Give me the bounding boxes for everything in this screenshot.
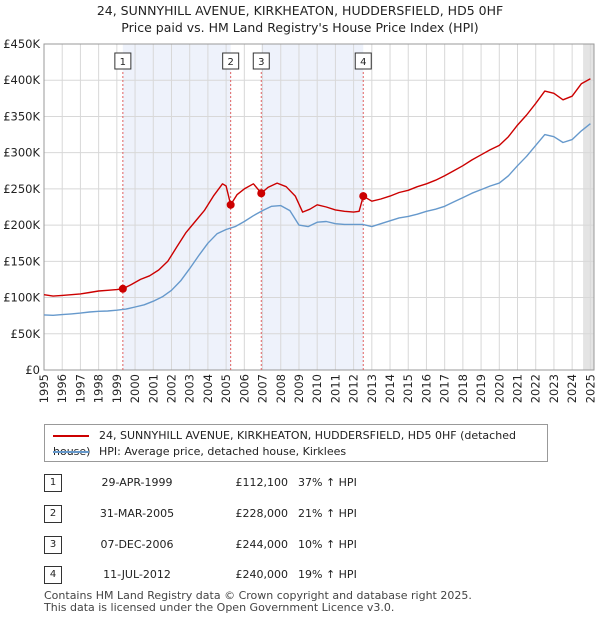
x-tick-label: 2015 [401, 374, 415, 403]
sale-marker-box [354, 52, 372, 70]
x-tick-label: 2000 [128, 374, 142, 403]
x-tick-label: 2020 [492, 374, 506, 403]
transaction-price: £228,000 [235, 507, 289, 520]
y-tick-label: £100K [3, 291, 40, 305]
transaction-number: 3 [44, 536, 62, 554]
y-tick-label: £400K [3, 73, 40, 87]
transaction-date: 29-APR-1999 [101, 476, 173, 489]
legend-swatch-property [53, 435, 89, 437]
x-tick-label: 1995 [37, 374, 51, 403]
price-chart: £0 £50K £100K £150K £200K £250K £300K £350K £400… [3, 37, 597, 403]
x-tick-label: 2024 [565, 374, 579, 403]
hpi-line [43, 123, 591, 316]
x-tick-label: 2013 [365, 374, 379, 403]
x-tick-label: 2006 [237, 374, 251, 403]
legend-label-hpi: HPI: Average price, detached house, Kirk… [99, 445, 347, 458]
x-tick-label: 2023 [547, 374, 561, 403]
sale-marker-box [114, 52, 132, 70]
x-tick-label: 1996 [55, 374, 69, 403]
y-tick-label: £300K [3, 146, 40, 160]
property-price-line [43, 78, 591, 297]
y-tick-label: £50K [11, 327, 41, 341]
x-tick-label: 2003 [183, 374, 197, 403]
x-tick-label: 2017 [438, 374, 452, 403]
transaction-hpi: 19% ↑ HPI [298, 568, 357, 581]
y-tick-label: £150K [3, 254, 40, 268]
x-tick-label: 1999 [110, 374, 124, 403]
legend-swatch-hpi [53, 451, 89, 453]
x-tick-label: 2025 [583, 374, 597, 403]
chart-legend: 24, SUNNYHILL AVENUE, KIRKHEATON, HUDDER… [44, 424, 548, 462]
x-tick-label: 2021 [511, 374, 525, 403]
transaction-date: 07-DEC-2006 [100, 538, 174, 551]
transaction-price: £240,000 [235, 568, 289, 581]
x-tick-label: 2001 [146, 374, 160, 403]
sale-marker-box [222, 52, 240, 70]
sale-marker-number: 4 [360, 57, 366, 68]
sale-marker-number: 2 [227, 57, 233, 68]
plot-frame [43, 43, 595, 371]
transaction-hpi: 10% ↑ HPI [298, 538, 357, 551]
footer-attribution: Contains HM Land Registry data © Crown c… [44, 590, 472, 614]
transaction-date: 31-MAR-2005 [99, 507, 175, 520]
x-tick-label: 2019 [474, 374, 488, 403]
x-tick-label: 2016 [419, 374, 433, 403]
x-tick-label: 2007 [256, 374, 270, 403]
x-tick-label: 2012 [347, 374, 361, 403]
transaction-number: 2 [44, 505, 62, 523]
x-tick-label: 1998 [92, 374, 106, 403]
transaction-hpi: 37% ↑ HPI [298, 476, 357, 489]
sale-marker-number: 1 [120, 57, 126, 68]
sale-point [226, 200, 235, 209]
chart-title: 24, SUNNYHILL AVENUE, KIRKHEATON, HUDDER… [0, 2, 600, 36]
x-tick-label: 2002 [164, 374, 178, 403]
sale-marker-number: 3 [258, 57, 264, 68]
x-tick-label: 2018 [456, 374, 470, 403]
x-tick-label: 2004 [201, 374, 215, 403]
y-tick-label: £350K [3, 109, 40, 123]
y-tick-label: £0 [25, 363, 40, 377]
x-tick-label: 2011 [328, 374, 342, 403]
transaction-price: £112,100 [235, 476, 289, 489]
transaction-number: 4 [44, 566, 62, 584]
footer-line1: Contains HM Land Registry data © Crown c… [44, 589, 472, 602]
x-tick-label: 2009 [292, 374, 306, 403]
ownership-shade [122, 44, 231, 370]
sale-point [359, 192, 368, 201]
x-tick-label: 2022 [529, 374, 543, 403]
transaction-number: 1 [44, 474, 62, 492]
x-tick-label: 1997 [73, 374, 87, 403]
sale-point [118, 284, 127, 293]
footer-line2: This data is licensed under the Open Gov… [44, 601, 395, 614]
transaction-price: £244,000 [235, 538, 289, 551]
forecast-hatch [583, 44, 594, 370]
transaction-date: 11-JUL-2012 [103, 568, 171, 581]
chart-title-line1: 24, SUNNYHILL AVENUE, KIRKHEATON, HUDDER… [96, 3, 504, 18]
x-tick-label: 2008 [274, 374, 288, 403]
y-tick-label: £450K [3, 37, 40, 51]
sale-point [257, 189, 266, 198]
transaction-hpi: 21% ↑ HPI [298, 507, 357, 520]
chart-title-line2: Price paid vs. HM Land Registry's House … [121, 20, 479, 35]
legend-item-hpi: HPI: Average price, detached house, Kirk… [53, 444, 346, 460]
y-tick-label: £250K [3, 182, 40, 196]
sale-marker-box [252, 52, 270, 70]
x-tick-label: 2010 [310, 374, 324, 403]
x-tick-label: 2014 [383, 374, 397, 403]
y-tick-label: £200K [3, 218, 40, 232]
x-tick-label: 2005 [219, 374, 233, 403]
legend-item-property: 24, SUNNYHILL AVENUE, KIRKHEATON, HUDDER… [53, 428, 547, 458]
